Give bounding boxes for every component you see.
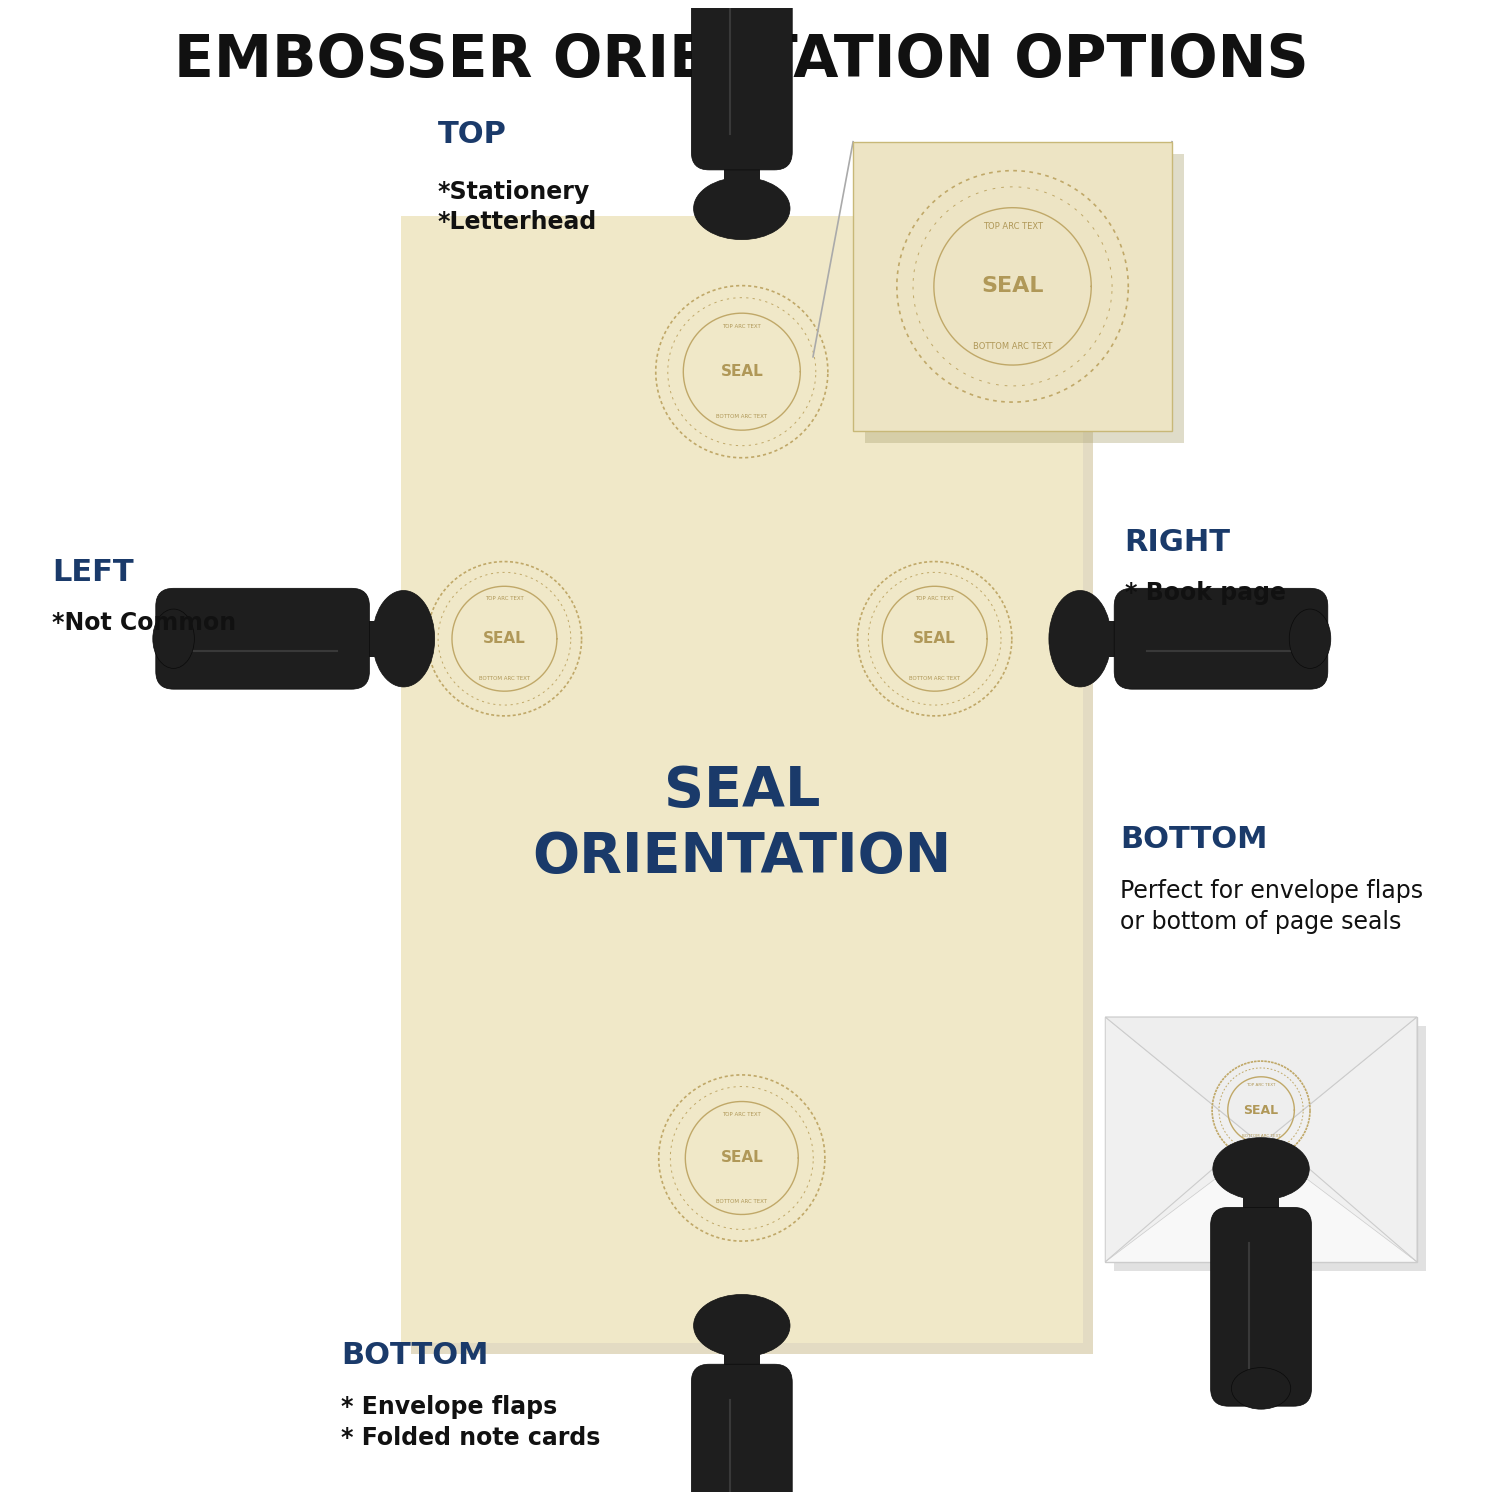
Polygon shape: [1262, 1017, 1418, 1262]
Ellipse shape: [1214, 1137, 1310, 1200]
Text: * Envelope flaps
* Folded note cards: * Envelope flaps * Folded note cards: [340, 1395, 600, 1450]
Text: TOP ARC TEXT: TOP ARC TEXT: [723, 324, 760, 330]
Text: SEAL: SEAL: [720, 1150, 764, 1166]
FancyBboxPatch shape: [344, 621, 386, 657]
Text: TOP ARC TEXT: TOP ARC TEXT: [723, 1113, 760, 1118]
Ellipse shape: [693, 1294, 790, 1358]
Text: TOP ARC TEXT: TOP ARC TEXT: [915, 596, 954, 602]
Ellipse shape: [153, 609, 195, 669]
Text: BOTTOM ARC TEXT: BOTTOM ARC TEXT: [717, 1198, 768, 1203]
FancyBboxPatch shape: [411, 226, 1094, 1354]
FancyBboxPatch shape: [724, 148, 759, 186]
Ellipse shape: [712, 0, 771, 6]
Text: BOTTOM ARC TEXT: BOTTOM ARC TEXT: [909, 676, 960, 681]
Polygon shape: [1106, 1017, 1418, 1144]
Text: * Book page: * Book page: [1125, 580, 1286, 604]
FancyBboxPatch shape: [400, 216, 1083, 1344]
Ellipse shape: [1232, 1368, 1290, 1408]
Text: SEAL
ORIENTATION: SEAL ORIENTATION: [532, 764, 951, 885]
Text: EMBOSSER ORIENTATION OPTIONS: EMBOSSER ORIENTATION OPTIONS: [174, 32, 1310, 88]
Ellipse shape: [1048, 591, 1112, 687]
FancyBboxPatch shape: [156, 588, 369, 688]
Ellipse shape: [372, 591, 435, 687]
Text: Perfect for envelope flaps
or bottom of page seals: Perfect for envelope flaps or bottom of …: [1120, 879, 1424, 933]
FancyBboxPatch shape: [1210, 1208, 1311, 1406]
Text: TOP ARC TEXT: TOP ARC TEXT: [484, 596, 524, 602]
Text: RIGHT: RIGHT: [1125, 528, 1230, 556]
FancyBboxPatch shape: [853, 141, 1172, 430]
Text: TOP ARC TEXT: TOP ARC TEXT: [1246, 1083, 1276, 1086]
Text: SEAL: SEAL: [1244, 1104, 1278, 1116]
FancyBboxPatch shape: [1114, 588, 1328, 688]
Text: BOTTOM ARC TEXT: BOTTOM ARC TEXT: [478, 676, 530, 681]
Polygon shape: [1106, 1017, 1262, 1262]
FancyBboxPatch shape: [1244, 1186, 1280, 1228]
FancyBboxPatch shape: [692, 0, 792, 170]
Text: TOP ARC TEXT: TOP ARC TEXT: [982, 222, 1042, 231]
FancyBboxPatch shape: [724, 1344, 759, 1384]
Text: SEAL: SEAL: [720, 364, 764, 380]
Text: SEAL: SEAL: [483, 632, 526, 646]
Text: *Stationery
*Letterhead: *Stationery *Letterhead: [438, 148, 597, 234]
Ellipse shape: [693, 177, 790, 240]
Text: LEFT: LEFT: [53, 558, 134, 586]
Text: *Not Common: *Not Common: [53, 610, 236, 634]
FancyBboxPatch shape: [692, 1364, 792, 1500]
Text: BOTTOM ARC TEXT: BOTTOM ARC TEXT: [1242, 1134, 1281, 1137]
Text: SEAL: SEAL: [914, 632, 956, 646]
Text: SEAL: SEAL: [981, 276, 1044, 297]
Text: BOTTOM: BOTTOM: [1120, 825, 1268, 854]
FancyBboxPatch shape: [1114, 1026, 1425, 1270]
FancyBboxPatch shape: [865, 153, 1184, 442]
FancyBboxPatch shape: [1106, 1017, 1418, 1262]
Ellipse shape: [1288, 609, 1330, 669]
FancyBboxPatch shape: [1098, 621, 1140, 657]
Text: BOTTOM: BOTTOM: [340, 1341, 489, 1370]
Text: TOP: TOP: [438, 120, 507, 148]
Text: BOTTOM ARC TEXT: BOTTOM ARC TEXT: [717, 414, 768, 419]
Text: BOTTOM ARC TEXT: BOTTOM ARC TEXT: [974, 342, 1052, 351]
